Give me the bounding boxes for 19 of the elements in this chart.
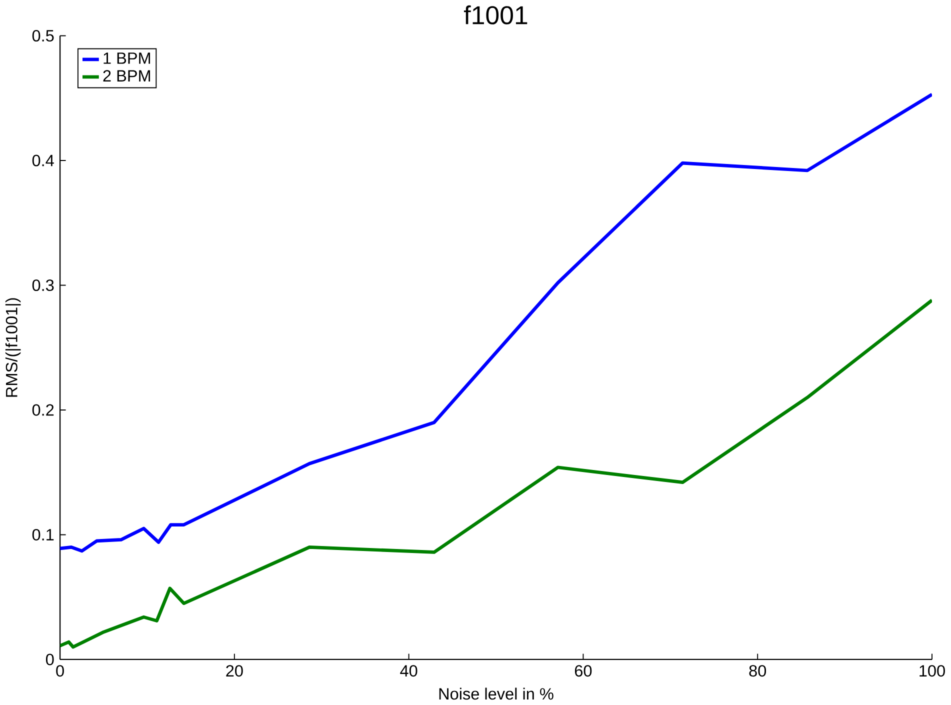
- y-tick-label: 0.2: [32, 404, 54, 416]
- x-tick-label: 40: [400, 665, 418, 677]
- x-axis-title: Noise level in %: [439, 688, 554, 700]
- y-axis-title: RMS/(|f1001|): [5, 298, 21, 397]
- x-tick-label: 0: [56, 665, 64, 677]
- x-tick-label: 60: [574, 665, 592, 677]
- x-tick-label: 20: [226, 665, 243, 677]
- x-tick-label: 80: [749, 665, 766, 677]
- line-series: [60, 92, 932, 553]
- line-series: [60, 298, 932, 649]
- y-tick-label: 0: [46, 654, 54, 666]
- legend-label: 1 BPM: [104, 52, 150, 64]
- y-tick-label: 0.3: [32, 279, 54, 291]
- x-tick-label: 100: [920, 665, 945, 677]
- legend-label: 2 BPM: [103, 70, 150, 82]
- y-tick-label: 0.4: [32, 154, 54, 166]
- chart-title: f1001: [464, 5, 528, 24]
- y-tick-label: 0.1: [32, 528, 54, 540]
- y-tick-label: 0.5: [32, 30, 54, 42]
